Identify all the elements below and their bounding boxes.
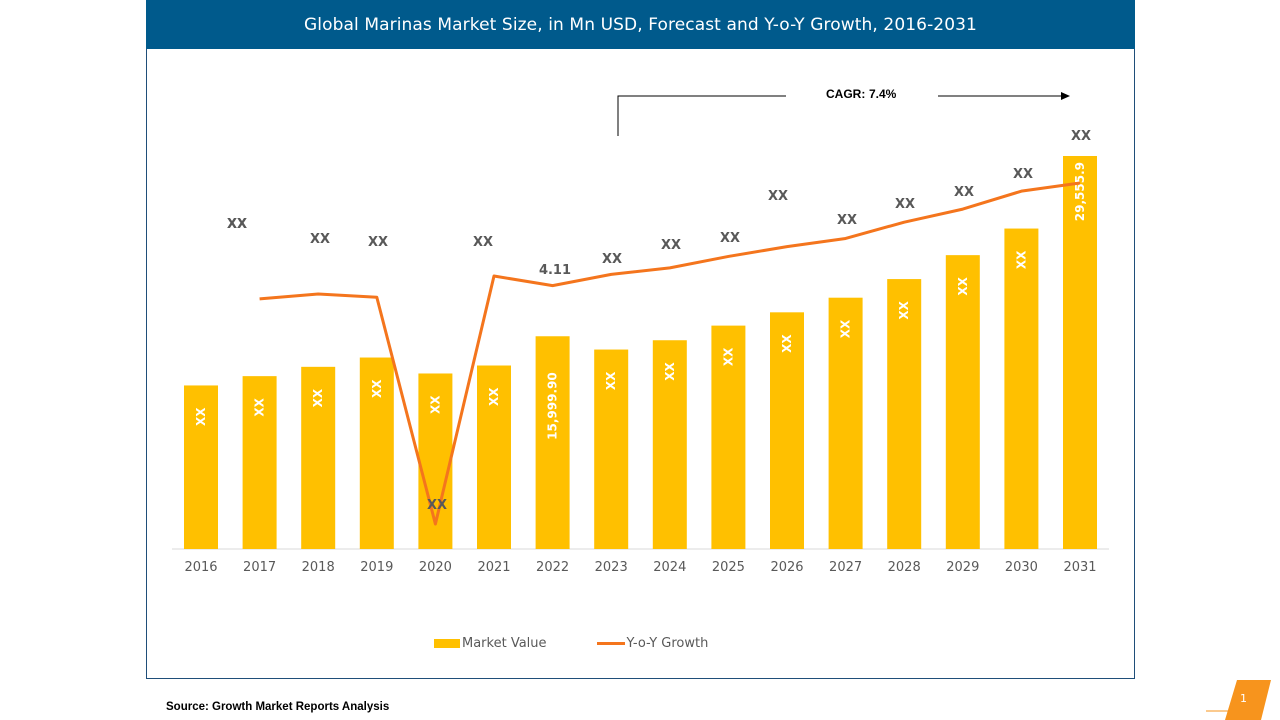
x-tick-labels: 2016 2017 2018 2019 2020 2021 2022 2023 2024 2025…	[184, 560, 1096, 575]
bar-label-2020: XX	[428, 395, 442, 414]
bar-2027	[828, 297, 863, 549]
growth-label-2016: XX	[227, 217, 247, 232]
x-tick-2027: 2027	[829, 560, 862, 575]
bar-2021	[477, 365, 511, 549]
bar-label-2019: XX	[370, 379, 384, 398]
legend-swatch-bar	[434, 639, 460, 648]
cagr-value: 7.4%	[869, 87, 897, 101]
x-tick-2024: 2024	[653, 560, 686, 575]
x-tick-2021: 2021	[477, 560, 510, 575]
x-tick-2022: 2022	[536, 560, 569, 575]
growth-label-2018: XX	[310, 232, 330, 247]
growth-label-2022: 4.11	[539, 263, 571, 278]
bar-label-2023: XX	[604, 371, 618, 390]
chart-frame	[146, 0, 1135, 679]
growth-label-2023: XX	[602, 252, 622, 267]
bar-2019	[359, 357, 394, 549]
x-tick-2029: 2029	[946, 560, 979, 575]
x-tick-2026: 2026	[770, 560, 803, 575]
x-tick-2030: 2030	[1005, 560, 1038, 575]
x-tick-2020: 2020	[419, 560, 452, 575]
cagr-label: CAGR:	[826, 87, 865, 101]
bar-label-2025: XX	[721, 347, 735, 366]
x-tick-2031: 2031	[1063, 560, 1096, 575]
chart-title: Global Marinas Market Size, in Mn USD, F…	[146, 0, 1135, 49]
growth-label-2030: XX	[1013, 167, 1033, 182]
bar-2023	[594, 349, 629, 549]
bar-label-2031: 29,555.9	[1073, 162, 1087, 221]
growth-label-2019: XX	[368, 235, 388, 250]
growth-label-2017: XX	[227, 217, 247, 232]
bar-2017	[242, 376, 277, 549]
legend-label-market-value: Market Value	[462, 636, 547, 651]
legend-label-yoy-growth: Y-o-Y Growth	[626, 636, 709, 651]
bar-label-2018: XX	[311, 388, 325, 407]
bar-2022	[535, 336, 570, 549]
bar-2030	[1004, 228, 1039, 550]
legend: Market Value Y-o-Y Growth	[434, 636, 708, 651]
x-tick-2023: 2023	[595, 560, 628, 575]
bar-label-2024: XX	[663, 362, 677, 381]
bar-2031	[1063, 156, 1097, 549]
bar-label-2027: XX	[839, 319, 853, 338]
bar-label-2030: XX	[1014, 250, 1028, 269]
bar-label-2022: 15,999.90	[546, 372, 560, 440]
legend-swatch-line	[596, 642, 625, 645]
bar-2018	[301, 366, 336, 549]
x-tick-2019: 2019	[360, 560, 393, 575]
bar-label-2016: XX	[194, 407, 208, 426]
bar-2016	[184, 385, 218, 549]
cagr-arrow-head	[1061, 92, 1070, 100]
bar-2026	[770, 312, 804, 549]
legend-item-yoy-growth: Y-o-Y Growth	[596, 636, 709, 651]
bars-group: XX XX XX XX XX XX 15,999.90 XX XX XX XX XX XX XX XX 29,…	[184, 156, 1097, 550]
cagr-annotation: CAGR: 7.4%	[617, 87, 1070, 136]
growth-label-2029: XX	[954, 185, 974, 200]
bar-label-2029: XX	[956, 276, 970, 295]
legend-item-market-value: Market Value	[434, 636, 547, 651]
source-note: Source: Growth Market Reports Analysis	[166, 701, 390, 713]
growth-label-2027: XX	[837, 213, 857, 228]
cagr-bracket	[617, 95, 786, 136]
page-badge-shape	[1225, 680, 1271, 720]
growth-label-2025: XX	[720, 231, 740, 246]
page-number: 1	[1240, 692, 1247, 705]
bar-2025	[711, 325, 746, 549]
growth-label-2020: XX	[427, 498, 447, 513]
bar-label-2026: XX	[780, 334, 794, 353]
growth-label-2021: XX	[473, 235, 493, 250]
bar-label-2021: XX	[487, 387, 501, 406]
growth-label-2024: XX	[661, 238, 681, 253]
bar-label-2017: XX	[253, 397, 267, 416]
bar-label-2028: XX	[897, 300, 911, 319]
bar-2028	[887, 279, 922, 549]
growth-label-2031: XX	[1071, 129, 1091, 144]
page-badge-underline	[1206, 710, 1236, 712]
x-tick-2025: 2025	[712, 560, 745, 575]
growth-label-2026: XX	[768, 189, 788, 204]
x-tick-2018: 2018	[302, 560, 335, 575]
x-tick-2017: 2017	[243, 560, 276, 575]
growth-line-group: XX XX XX XX XX 4.11 XX XX XX XX XX XX XX XX XX XX	[227, 129, 1091, 526]
bar-2029	[945, 255, 980, 549]
x-tick-2016: 2016	[184, 560, 217, 575]
bar-2024	[652, 340, 687, 549]
growth-line	[259, 181, 1081, 526]
x-tick-2028: 2028	[888, 560, 921, 575]
growth-label-2028: XX	[895, 197, 915, 212]
